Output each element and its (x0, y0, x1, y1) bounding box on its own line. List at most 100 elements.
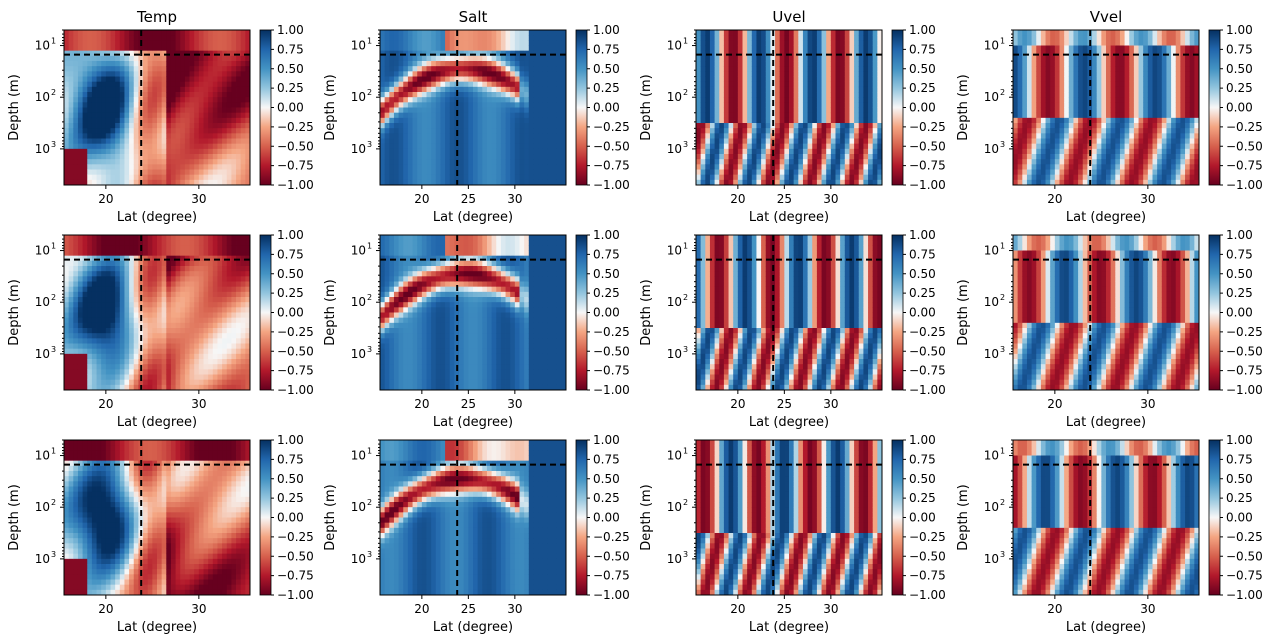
heatmap-cell (849, 46, 854, 52)
heatmap-cell (492, 123, 497, 129)
heatmap-cell (440, 113, 445, 119)
heatmap-cell (1166, 128, 1171, 134)
heatmap-cell (190, 159, 195, 165)
heatmap-cell (1134, 118, 1139, 124)
heatmap-cell (826, 118, 831, 124)
heatmap-cell (719, 149, 724, 155)
heatmap-cell (440, 61, 445, 67)
heatmap-cell (213, 61, 218, 67)
heatmap-cell (422, 97, 427, 103)
heatmap-cell (696, 164, 701, 170)
heatmap-cell (840, 102, 845, 108)
heatmap-cell (812, 128, 817, 134)
heatmap-cell (701, 164, 706, 170)
heatmap-cell (1157, 175, 1162, 181)
heatmap-cell (1153, 154, 1158, 160)
heatmap-cell (501, 108, 506, 114)
heatmap-cell (1129, 175, 1134, 181)
heatmap-cell (849, 30, 854, 36)
heatmap-cell (468, 40, 473, 46)
heatmap-cell (1083, 154, 1088, 160)
heatmap-cell (524, 108, 529, 114)
heatmap-cell (724, 40, 729, 46)
column-title-vvel: Vvel (1090, 8, 1123, 26)
heatmap-cell (1041, 30, 1046, 36)
heatmap-cell (1013, 164, 1018, 170)
heatmap-cell (427, 40, 432, 46)
heatmap-cell (840, 92, 845, 98)
heatmap-cell (468, 123, 473, 129)
heatmap-cell (557, 92, 562, 98)
heatmap-cell (445, 56, 450, 62)
heatmap-cell (1111, 139, 1116, 145)
heatmap-cell (794, 61, 799, 67)
heatmap-cell (1027, 35, 1032, 41)
heatmap-cell (1073, 30, 1078, 36)
heatmap-cell (733, 175, 738, 181)
heatmap-cell (840, 133, 845, 139)
heatmap-cell (747, 82, 752, 88)
heatmap-cell (1185, 154, 1190, 160)
heatmap-cell (394, 154, 399, 160)
heatmap-cell (789, 92, 794, 98)
heatmap-cell (194, 77, 199, 83)
heatmap-cell (1060, 149, 1065, 155)
heatmap-cell (87, 149, 92, 155)
heatmap-cell (506, 82, 511, 88)
heatmap-cell (241, 133, 246, 139)
heatmap-cell (440, 82, 445, 88)
heatmap-cell (1078, 164, 1083, 170)
heatmap-cell (524, 159, 529, 165)
heatmap-cell (529, 133, 534, 139)
heatmap-cell (724, 139, 729, 145)
heatmap-cell (459, 56, 464, 62)
heatmap-cell (552, 159, 557, 165)
heatmap-cell (1032, 35, 1037, 41)
heatmap-cell (506, 164, 511, 170)
heatmap-cell (743, 102, 748, 108)
heatmap-cell (492, 128, 497, 134)
heatmap-cell (803, 154, 808, 160)
heatmap-cell (129, 170, 134, 176)
heatmap-cell (389, 30, 394, 36)
heatmap-cell (106, 61, 111, 67)
heatmap-cell (719, 46, 724, 52)
heatmap-cell (106, 82, 111, 88)
heatmap-cell (403, 61, 408, 67)
heatmap-cell (436, 144, 441, 150)
heatmap-cell (533, 139, 538, 145)
heatmap-cell (1157, 170, 1162, 176)
heatmap-cell (1069, 56, 1074, 62)
heatmap-cell (756, 30, 761, 36)
heatmap-cell (162, 118, 167, 124)
heatmap-cell (803, 30, 808, 36)
heatmap-cell (185, 128, 190, 134)
heatmap-cell (794, 123, 799, 129)
heatmap-cell (111, 118, 116, 124)
heatmap-cell (115, 164, 120, 170)
heatmap-cell (798, 154, 803, 160)
heatmap-cell (863, 159, 868, 165)
heatmap-cell (1185, 118, 1190, 124)
heatmap-cell (190, 133, 195, 139)
heatmap-cell (1027, 40, 1032, 46)
heatmap-cell (543, 139, 548, 145)
heatmap-cell (459, 77, 464, 83)
heatmap-cell (408, 139, 413, 145)
heatmap-cell (389, 40, 394, 46)
heatmap-cell (515, 30, 520, 36)
heatmap-cell (217, 159, 222, 165)
heatmap-cell (162, 97, 167, 103)
heatmap-cell (157, 164, 162, 170)
heatmap-cell (1162, 82, 1167, 88)
heatmap-cell (510, 139, 515, 145)
heatmap-cell (761, 30, 766, 36)
heatmap-cell (715, 56, 720, 62)
heatmap-cell (227, 71, 232, 77)
heatmap-cell (798, 71, 803, 77)
heatmap-cell (1027, 159, 1032, 165)
heatmap-cell (831, 128, 836, 134)
heatmap-cell (1101, 164, 1106, 170)
heatmap-cell (399, 108, 404, 114)
